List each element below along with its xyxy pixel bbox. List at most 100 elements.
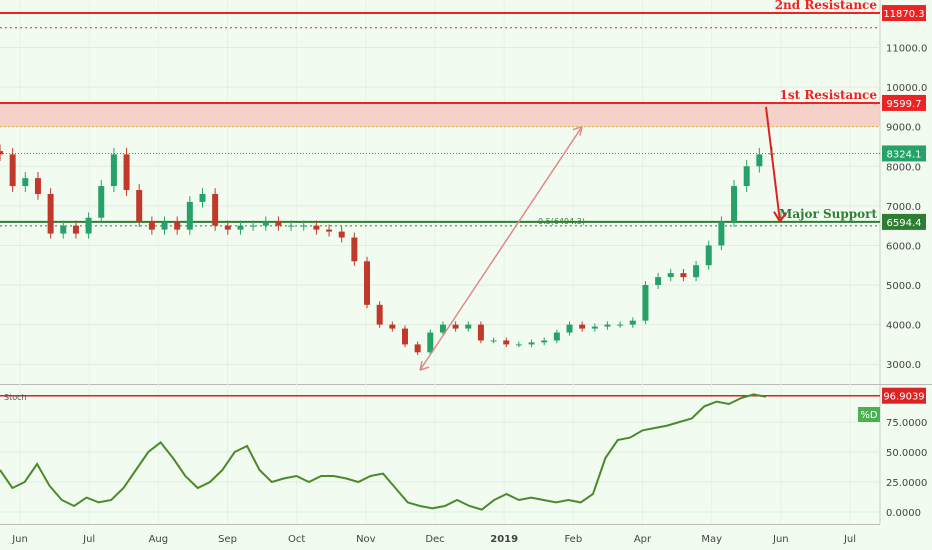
candle-body xyxy=(338,231,345,238)
grid xyxy=(0,0,880,524)
time-tick-label: Jul xyxy=(843,534,856,545)
time-tick-label: 2019 xyxy=(490,534,518,545)
candle-body xyxy=(123,154,130,191)
projection-arrow-line xyxy=(419,126,583,371)
price-tick-label: 3000.0 xyxy=(886,360,921,371)
stoch-tick-label: 50.0000 xyxy=(886,448,927,459)
candle-body xyxy=(224,225,231,230)
time-tick-label: Jul xyxy=(82,534,95,545)
stoch-tick-label: 0.0000 xyxy=(886,508,921,519)
price-tick-label: 10000.0 xyxy=(886,83,927,94)
candle-body xyxy=(326,229,333,232)
current-price-tag xyxy=(882,145,926,162)
candle-body xyxy=(541,340,548,343)
level-price-text: 9599.7 xyxy=(887,99,922,110)
stoch-legend-tag xyxy=(858,407,880,422)
price-tick-label: 11000.0 xyxy=(886,44,927,55)
annotations xyxy=(419,106,787,371)
candle-body xyxy=(237,225,244,230)
time-axis-ticks: Jun Jul Aug Sep Oct Nov Dec 2019 Feb Apr May Jun Jul xyxy=(11,534,856,545)
price-tick-label: 6000.0 xyxy=(886,241,921,252)
price-axis-ticks: 3000.0 4000.0 5000.0 6000.0 7000.0 8000.0 9000… xyxy=(886,44,927,372)
time-tick-label: Feb xyxy=(564,534,582,545)
candle-body xyxy=(655,277,662,286)
candle-body xyxy=(465,324,472,329)
candle-body xyxy=(680,273,687,278)
candle-body xyxy=(364,261,371,305)
candle-body xyxy=(60,225,67,234)
down-arrow-line xyxy=(765,106,781,222)
candle-body xyxy=(667,273,674,278)
candle-body xyxy=(174,221,181,230)
candle-body xyxy=(731,186,738,222)
candle-body xyxy=(161,221,168,230)
projection-arrow-heads xyxy=(419,125,583,371)
level-price-tag xyxy=(882,94,926,111)
time-tick-label: Aug xyxy=(149,534,169,545)
candle-body xyxy=(351,237,358,262)
time-tick-label: Jun xyxy=(772,534,789,545)
candle-body xyxy=(566,324,573,333)
stoch-name: Stoch xyxy=(4,393,27,402)
price-tick-label: 5000.0 xyxy=(886,281,921,292)
time-tick-label: Sep xyxy=(218,534,237,545)
stoch-tick-label: 25.0000 xyxy=(886,478,927,489)
candle-body xyxy=(414,344,421,353)
candle-body xyxy=(756,154,763,167)
fib-level-label: 0.5(6494.3) xyxy=(538,217,585,226)
stoch-level-text: 96.9039 xyxy=(883,392,924,403)
candle-body xyxy=(199,193,206,202)
time-tick-label: Jun xyxy=(11,534,28,545)
stoch-legend-text: %D xyxy=(860,410,878,421)
level-label: 2nd Resistance xyxy=(775,0,878,12)
candle-body xyxy=(490,340,497,342)
candle-body xyxy=(743,166,750,187)
candle-body xyxy=(72,225,79,234)
stoch-pane: Stoch xyxy=(0,393,880,513)
candle-body xyxy=(389,324,396,329)
candle-body xyxy=(47,193,54,234)
candle-body xyxy=(579,324,586,329)
down-arrow-head xyxy=(773,211,787,223)
candle-body xyxy=(34,178,41,194)
candle-body xyxy=(148,221,155,230)
level-price-text: 6594.4 xyxy=(887,218,922,229)
level-lines: 2nd Resistance 1st Resistance Major Suppor… xyxy=(0,0,880,227)
level-label: Major Support xyxy=(779,207,877,221)
candle-body xyxy=(110,154,117,187)
price-tick-label: 7000.0 xyxy=(886,202,921,213)
candle-body xyxy=(553,332,560,341)
level-price-tag xyxy=(882,5,926,22)
candle-body xyxy=(439,324,446,333)
candle-body xyxy=(604,324,611,327)
price-tags: 11870.3 9599.7 6594.4 8324.1 96.9039 %D xyxy=(858,5,926,422)
price-tick-label: 9000.0 xyxy=(886,123,921,134)
candle-body xyxy=(617,324,624,326)
candle-body xyxy=(262,221,269,226)
candle-body xyxy=(9,154,16,187)
level-label: 1st Resistance xyxy=(780,88,878,102)
candle-body xyxy=(22,178,29,187)
candle-body xyxy=(313,225,320,230)
candle-body xyxy=(401,328,408,345)
candle-body xyxy=(186,201,193,230)
current-price-text: 8324.1 xyxy=(887,149,922,160)
candles xyxy=(0,144,775,355)
stoch-level-tag xyxy=(882,387,926,404)
stoch-line xyxy=(0,393,767,511)
candle-body xyxy=(85,217,92,234)
candle-body xyxy=(452,324,459,329)
candle-body xyxy=(705,245,712,266)
candle-body xyxy=(0,151,3,155)
time-tick-label: May xyxy=(701,534,722,545)
level-price-text: 11870.3 xyxy=(883,9,924,20)
time-tick-label: Nov xyxy=(356,534,376,545)
stoch-axis-ticks: 0.0000 25.0000 50.0000 75.0000 xyxy=(886,418,927,519)
candle-body xyxy=(642,285,649,321)
price-tick-label: 4000.0 xyxy=(886,321,921,332)
price-tick-label: 8000.0 xyxy=(886,162,921,173)
time-tick-label: Oct xyxy=(288,534,305,545)
candle-body xyxy=(629,320,636,325)
candle-body xyxy=(515,344,522,346)
candle-body xyxy=(591,326,598,329)
